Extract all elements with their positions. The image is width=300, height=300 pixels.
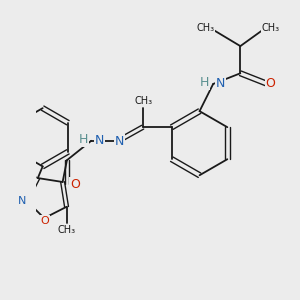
Text: O: O: [266, 77, 275, 91]
Text: H: H: [200, 76, 209, 89]
Text: N: N: [95, 134, 104, 147]
Text: O: O: [41, 216, 50, 226]
Text: H: H: [79, 133, 88, 146]
Text: CH₃: CH₃: [135, 96, 153, 106]
Text: N: N: [216, 77, 225, 91]
Text: N: N: [115, 135, 124, 148]
Text: N: N: [18, 196, 27, 206]
Text: O: O: [70, 178, 80, 191]
Text: CH₃: CH₃: [58, 225, 76, 235]
Text: CH₃: CH₃: [261, 22, 280, 33]
Text: CH₃: CH₃: [196, 22, 214, 33]
